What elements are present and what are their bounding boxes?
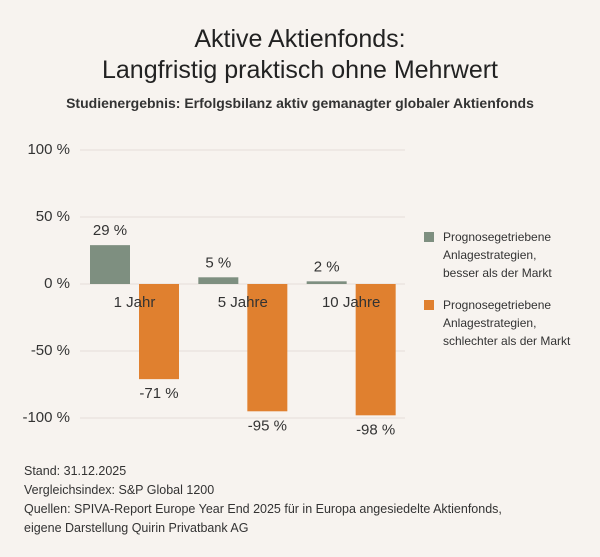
notes: Stand: 31.12.2025 Vergleichsindex: S&P Gl… [24,462,584,538]
bar [90,245,130,284]
bar [355,284,396,416]
data-label: -95 % [248,417,287,434]
note: Vergleichsindex: S&P Global 1200 [24,483,215,497]
note: Stand: 31.12.2025 [24,464,127,478]
legend-label: Prognosegetriebene Anlagestrategien, bes… [443,230,552,280]
chart-subtitle: Studienergebnis: Erfolgsbilanz aktiv gem… [66,95,534,111]
y-tick-label: 0 % [44,275,70,292]
data-label: 5 % [205,254,231,271]
legend-item: Prognosegetriebene Anlagestrategien, bes… [424,228,594,282]
bar [306,281,347,284]
legend-item: Prognosegetriebene Anlagestrategien, sch… [424,296,594,350]
x-tick-label: 1 Jahr [114,294,156,311]
legend-swatch [424,300,434,310]
data-label: -71 % [139,385,178,402]
data-label: 29 % [93,222,127,239]
y-tick-label: 50 % [36,208,70,225]
x-tick-label: 10 Jahre [322,294,380,311]
bar [139,284,179,380]
data-label: 2 % [314,258,340,275]
bar [247,284,288,412]
x-tick-label: 5 Jahre [218,294,268,311]
bar [198,277,239,284]
data-label: -98 % [356,421,395,438]
y-tick-label: -100 % [22,409,70,426]
chart-title: Aktive Aktienfonds: Langfristig praktisc… [101,25,499,84]
note: Quellen: SPIVA-Report Europe Year End 20… [24,502,502,535]
legend-swatch [424,232,434,242]
y-tick-label: 100 % [27,141,70,158]
legend-label: Prognosegetriebene Anlagestrategien, sch… [443,298,571,348]
y-tick-label: -50 % [31,342,70,359]
